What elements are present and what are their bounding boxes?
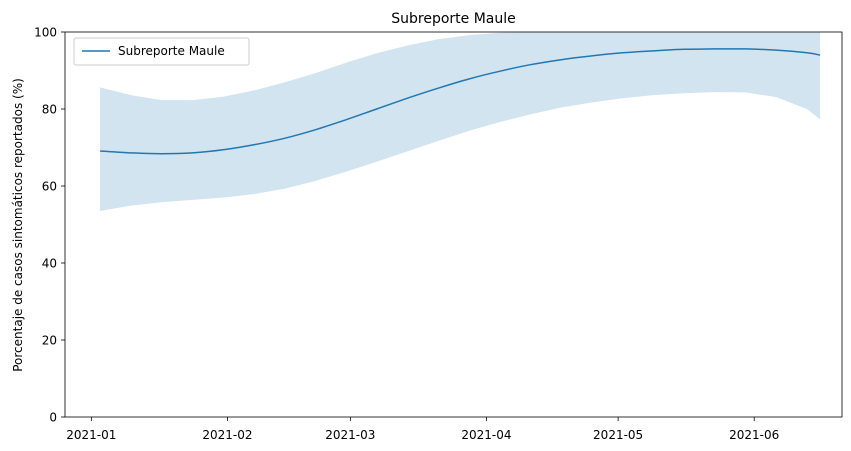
plot-area [64, 31, 843, 418]
axes-frame [64, 31, 843, 418]
x-tick-label: 2021-04 [461, 428, 511, 442]
y-tick-label: 80 [42, 103, 57, 117]
y-tick-label: 0 [49, 411, 57, 425]
y-axis-label: Porcentaje de casos sintomáticos reporta… [11, 78, 25, 372]
legend: Subreporte Maule [73, 37, 250, 66]
x-tick-label: 2021-03 [325, 428, 375, 442]
y-tick-label: 40 [42, 257, 57, 271]
chart-title: Subreporte Maule [391, 11, 516, 27]
x-tick-label: 2021-05 [593, 428, 643, 442]
x-tick-label: 2021-01 [66, 428, 116, 442]
y-tick-label: 20 [42, 334, 57, 348]
y-axis: 0 20 40 60 80 100 [34, 26, 65, 425]
y-tick-label: 60 [42, 180, 57, 194]
x-axis: 2021-01 2021-02 2021-03 2021-04 2021-05 2021-… [66, 417, 779, 442]
y-tick-label: 100 [34, 26, 57, 40]
x-tick-label: 2021-02 [202, 428, 252, 442]
x-tick-label: 2021-06 [729, 428, 779, 442]
legend-frame [73, 37, 250, 66]
confidence-band [100, 32, 821, 211]
legend-entry-label: Subreporte Maule [118, 44, 225, 58]
series-line [100, 48, 821, 155]
